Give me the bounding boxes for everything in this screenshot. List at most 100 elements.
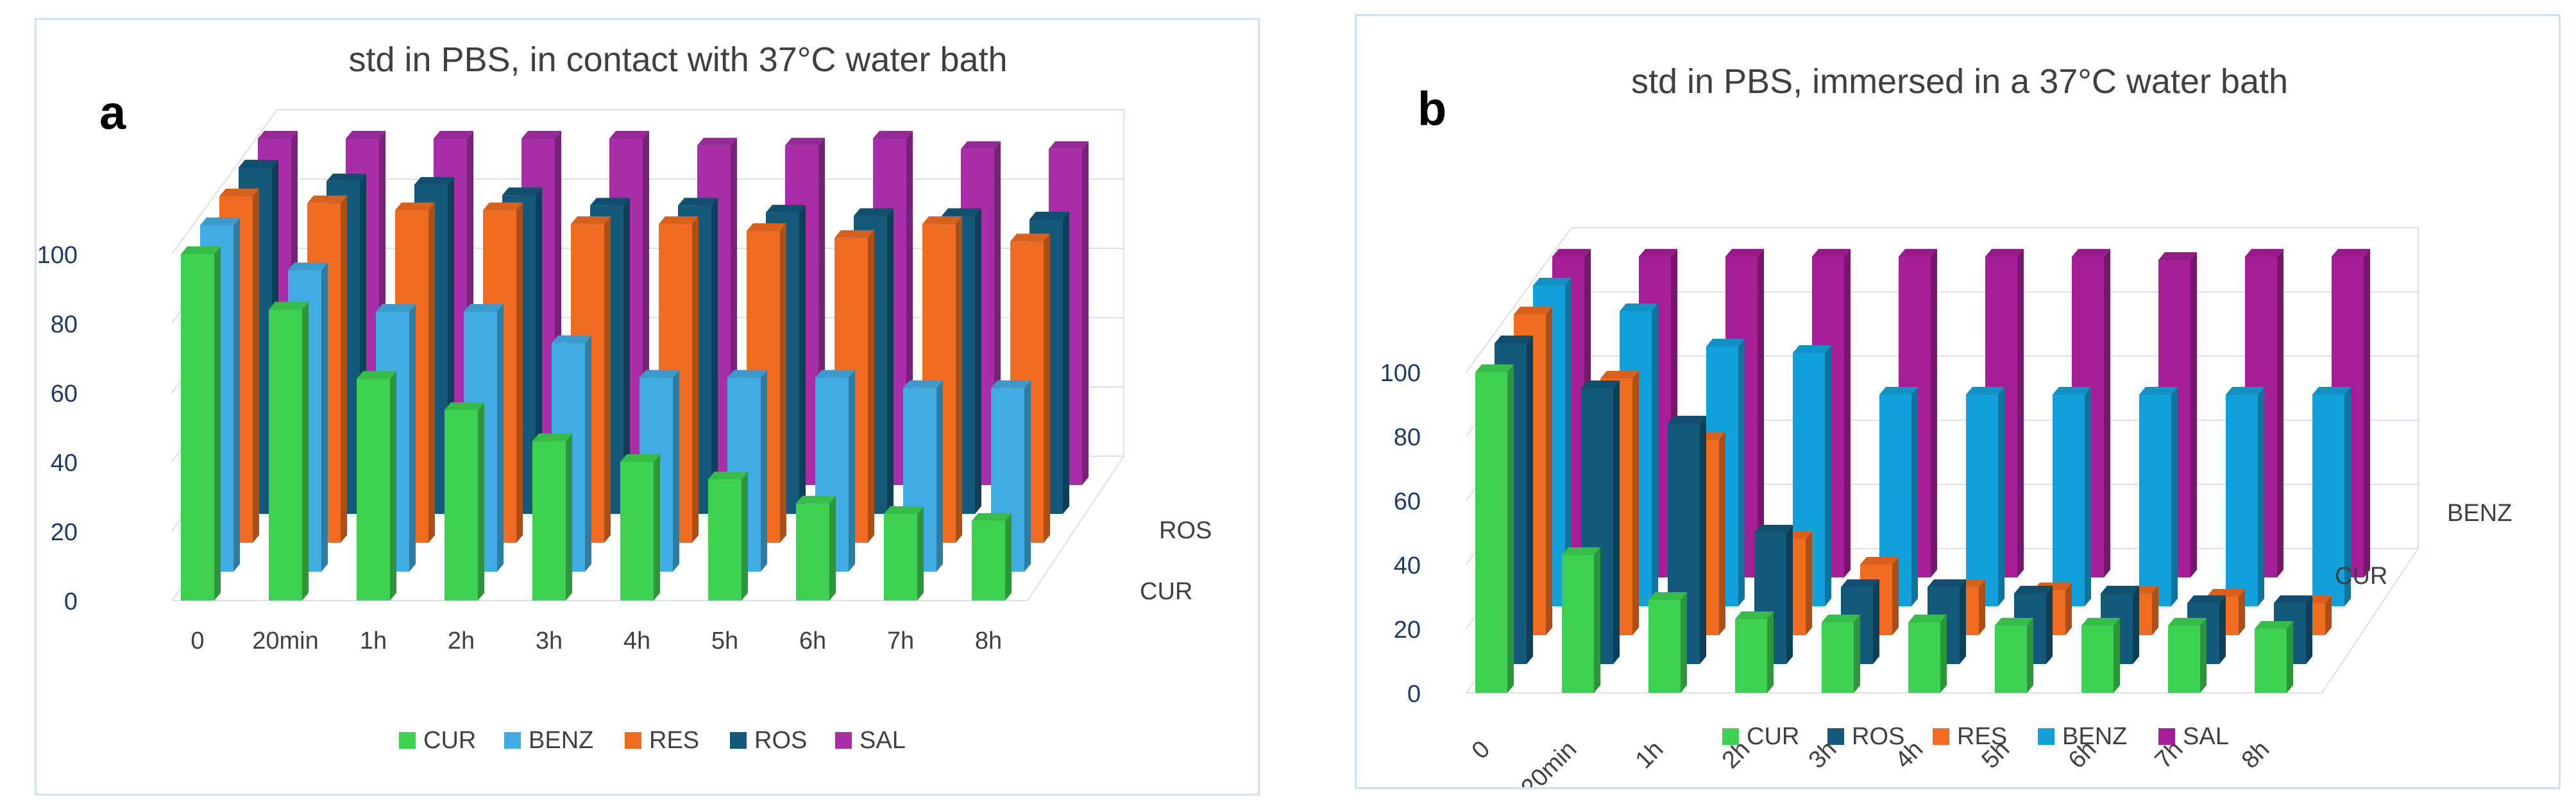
bar-side-face [2277,249,2284,577]
bar-top-face [747,223,786,231]
bar-top-face [972,513,1012,521]
bar-side-face [1931,249,1937,577]
bar-side-face [887,208,894,514]
bar-cur-1h [357,371,396,601]
bar-top-face [620,454,660,462]
bar-side-face [604,216,611,543]
bar-side-face [497,304,504,572]
bar-side-face [321,262,328,572]
bar-cur-20min [269,302,309,601]
bar-front-face [357,379,390,601]
bar-top-face [1725,249,1764,257]
bar-side-face [1844,249,1851,577]
bar-cur-5h [708,472,748,601]
y-tick-label: 60 [1394,488,1421,515]
bar-side-face [2344,387,2351,606]
bar-top-face [1552,249,1591,257]
bar-top-face [796,495,836,504]
bar-side-face [2325,595,2332,635]
bar-top-face [1793,345,1831,353]
bar-top-face [678,198,718,206]
bar-side-face [585,335,591,572]
bar-top-face [1049,141,1089,149]
bar-top-face [1812,249,1851,257]
bar-top-face [532,433,572,441]
bar-top-face [181,246,221,254]
bar-benz-8h [2312,387,2351,606]
bar-top-face [1600,371,1639,379]
bar-top-face [326,173,366,182]
bar-top-face [1966,387,2004,395]
bar-side-face [2190,252,2197,577]
bar-side-face [1998,387,2004,606]
bar-side-face [849,370,855,572]
bar-side-face [1786,525,1793,664]
bar-side-face [1854,615,1860,693]
bar-side-face [1024,380,1031,572]
bar-cur-3h [532,433,572,601]
bar-side-face [1652,303,1658,606]
bar-side-face [536,187,542,514]
bar-top-face [434,131,473,139]
bar-top-face [1879,387,1918,395]
bar-side-face [1738,339,1745,606]
bar-side-face [478,402,484,601]
legend-entry-sal: SAL [2183,723,2229,750]
bar-side-face [1594,547,1600,693]
bar-top-face [2312,387,2351,395]
bar-top-face [1822,615,1860,622]
bar-cur-8h [972,513,1012,601]
bar-side-face [2046,586,2053,664]
bar-top-face [414,177,454,185]
legend-swatch [1722,728,1739,745]
depth-axis-label: BENZ [2447,500,2512,527]
legend-swatch [2158,728,2175,745]
bar-side-face [1960,579,1966,664]
bar-side-face [253,189,259,543]
bar-top-face [2014,586,2053,593]
x-tick-label: 5h [711,627,738,654]
bar-top-face [922,216,962,225]
bar-front-face [708,479,741,601]
bar-top-face [258,131,298,139]
bar-front-face [620,462,654,601]
bar-side-face [516,202,523,543]
bar-side-face [1044,234,1050,543]
bar-front-face [2312,395,2344,606]
legend-entry-res: RES [649,727,699,754]
legend-swatch [1827,728,1844,745]
bar-side-face [2085,387,2091,606]
x-tick-label: 2h [448,627,475,654]
bar-top-face [2207,589,2245,597]
x-tick-label: 8h [975,627,1002,654]
bar-front-face [1995,626,2027,693]
bar-top-face [2072,249,2110,257]
bar-side-face [1911,387,1918,606]
chart-b-svg: std in PBS, immersed in a 37°C water bat… [1380,62,2512,787]
bar-top-face [785,137,825,146]
y-tick-label: 20 [51,519,78,546]
bar-side-face [1507,364,1514,693]
bar-benz-5h [2053,387,2091,606]
bar-top-face [727,370,767,378]
bar-side-face [2287,621,2293,693]
bar-cur-1h [1648,592,1687,693]
bar-side-face [233,218,240,572]
bar-side-face [829,495,836,601]
bar-front-face [1735,619,1767,693]
bar-top-face [2255,621,2293,629]
bar-side-face [1873,579,1879,664]
bar-top-face [307,195,347,203]
bar-side-face [673,370,679,572]
legend-entry-res: RES [1957,723,2007,750]
x-tick-label: 20min [252,627,319,654]
depth-axis-label: CUR [2335,563,2387,590]
bar-top-face [1995,618,2033,626]
y-tick-label: 0 [64,588,78,615]
legend-swatch [1933,728,1949,745]
bar-side-face [2364,249,2370,577]
x-tick-label: 0 [1467,736,1496,765]
bar-top-face [1514,307,1552,314]
bar-top-face [854,208,894,216]
bar-top-face [590,198,630,206]
